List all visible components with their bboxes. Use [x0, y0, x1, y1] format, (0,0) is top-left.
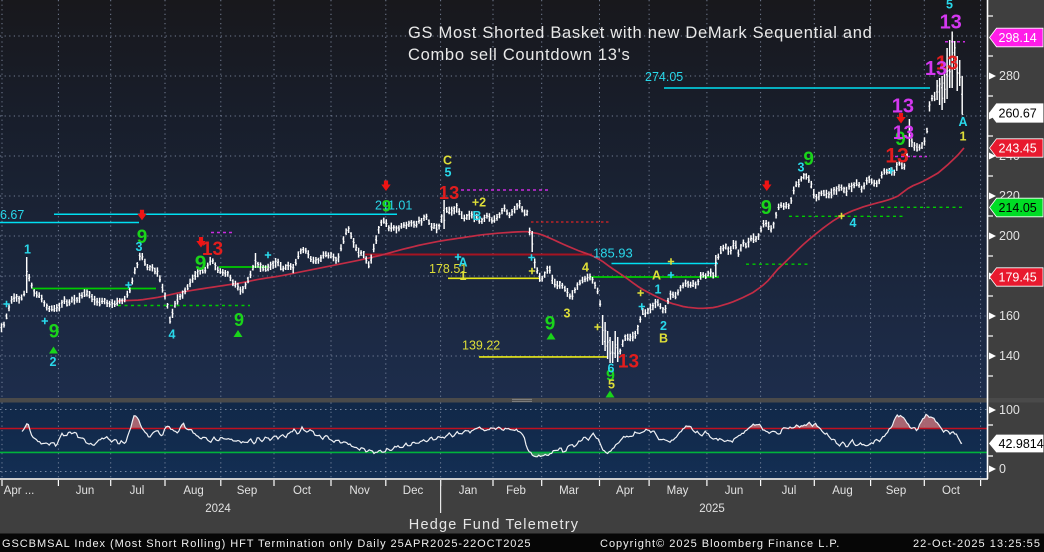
svg-text:22-Oct-2025 13:25:55: 22-Oct-2025 13:25:55 [913, 538, 1041, 550]
svg-text:13: 13 [202, 239, 223, 260]
svg-text:B: B [659, 331, 668, 345]
svg-text:Combo sell Countdown 13's: Combo sell Countdown 13's [408, 46, 630, 64]
svg-text:9: 9 [895, 129, 906, 150]
svg-text:C: C [443, 153, 452, 167]
svg-text:4: 4 [850, 216, 857, 230]
svg-text:Dec: Dec [403, 485, 424, 497]
svg-text:9: 9 [803, 149, 814, 170]
svg-text:Copyright© 2025 Bloomberg Fina: Copyright© 2025 Bloomberg Finance L.P. [600, 538, 840, 550]
svg-text:3: 3 [798, 160, 805, 174]
svg-text:9: 9 [382, 197, 391, 216]
svg-text:GS Most Shorted Basket with ne: GS Most Shorted Basket with new DeMark S… [408, 24, 872, 42]
svg-text:9: 9 [545, 313, 556, 334]
svg-text:A: A [958, 115, 967, 129]
svg-text:Jul: Jul [782, 485, 797, 497]
svg-text:B: B [472, 209, 481, 223]
svg-text:9: 9 [606, 367, 615, 384]
svg-text:A: A [652, 268, 661, 282]
svg-text:Jun: Jun [76, 485, 95, 497]
svg-text:Oct: Oct [942, 485, 961, 497]
svg-text:6: 6 [608, 361, 615, 375]
svg-text:A: A [458, 255, 467, 269]
svg-text:Apr ...: Apr ... [4, 485, 35, 497]
svg-text:Jul: Jul [130, 485, 145, 497]
svg-text:160: 160 [999, 309, 1020, 323]
svg-text:13: 13 [892, 96, 914, 118]
svg-text:2024: 2024 [205, 503, 231, 515]
svg-text:9: 9 [234, 310, 244, 330]
svg-text:Sep: Sep [237, 485, 257, 497]
svg-text:274.05: 274.05 [645, 70, 683, 84]
svg-text:2: 2 [50, 355, 57, 369]
svg-text:+2: +2 [472, 195, 486, 209]
svg-text:Oct: Oct [293, 485, 312, 497]
svg-text:Feb: Feb [506, 485, 526, 497]
svg-text:5: 5 [608, 377, 615, 391]
svg-text:243.45: 243.45 [999, 141, 1037, 155]
svg-text:1: 1 [460, 269, 467, 283]
svg-text:Aug: Aug [832, 485, 852, 497]
svg-text:179.45: 179.45 [999, 270, 1037, 284]
svg-text:GSCBMSAL Index (Most Short Rol: GSCBMSAL Index (Most Short Rolling) HFT … [2, 538, 532, 550]
svg-text:200: 200 [999, 229, 1020, 243]
svg-text:2: 2 [660, 319, 667, 333]
svg-text:13: 13 [893, 123, 914, 144]
svg-text:42.9814: 42.9814 [999, 437, 1044, 451]
svg-text:1: 1 [24, 242, 31, 256]
svg-text:13: 13 [439, 182, 460, 203]
svg-text:13: 13 [925, 58, 947, 80]
svg-text:3: 3 [564, 306, 571, 320]
svg-text:0: 0 [999, 462, 1006, 476]
svg-text:4: 4 [582, 260, 589, 274]
svg-text:1: 1 [655, 282, 662, 296]
svg-text:9: 9 [49, 321, 60, 342]
svg-text:100: 100 [999, 403, 1020, 417]
svg-text:211.01: 211.01 [375, 199, 412, 213]
svg-text:Hedge Fund Telemetry: Hedge Fund Telemetry [409, 517, 579, 533]
svg-text:3: 3 [136, 240, 143, 254]
svg-text:5: 5 [946, 0, 953, 11]
svg-text:4: 4 [169, 327, 176, 341]
svg-text:214.05: 214.05 [999, 201, 1037, 215]
svg-text:298.14: 298.14 [999, 31, 1037, 45]
svg-text:Jun: Jun [725, 485, 744, 497]
svg-text:140: 140 [999, 349, 1020, 363]
svg-text:9: 9 [761, 197, 772, 219]
svg-text:Jan: Jan [459, 485, 478, 497]
svg-text:13: 13 [618, 351, 639, 372]
svg-text:13: 13 [936, 53, 958, 75]
svg-text:9: 9 [137, 227, 148, 248]
svg-text:1: 1 [960, 129, 967, 143]
svg-text:6.67: 6.67 [0, 208, 24, 222]
svg-text:5: 5 [445, 165, 452, 179]
svg-text:280: 280 [999, 69, 1020, 83]
svg-text:139.22: 139.22 [462, 339, 500, 353]
svg-text:May: May [667, 485, 689, 497]
svg-text:185.93: 185.93 [593, 246, 633, 261]
svg-text:260.67: 260.67 [999, 106, 1037, 120]
svg-text:Nov: Nov [349, 485, 370, 497]
svg-text:9: 9 [195, 252, 207, 275]
svg-text:Mar: Mar [559, 485, 579, 497]
svg-text:Aug: Aug [183, 485, 203, 497]
svg-text:13: 13 [940, 12, 962, 34]
svg-text:13: 13 [885, 145, 908, 168]
svg-text:178.51: 178.51 [429, 262, 467, 276]
svg-text:Sep: Sep [886, 485, 906, 497]
svg-text:2025: 2025 [699, 503, 725, 515]
svg-text:Apr: Apr [616, 485, 634, 497]
